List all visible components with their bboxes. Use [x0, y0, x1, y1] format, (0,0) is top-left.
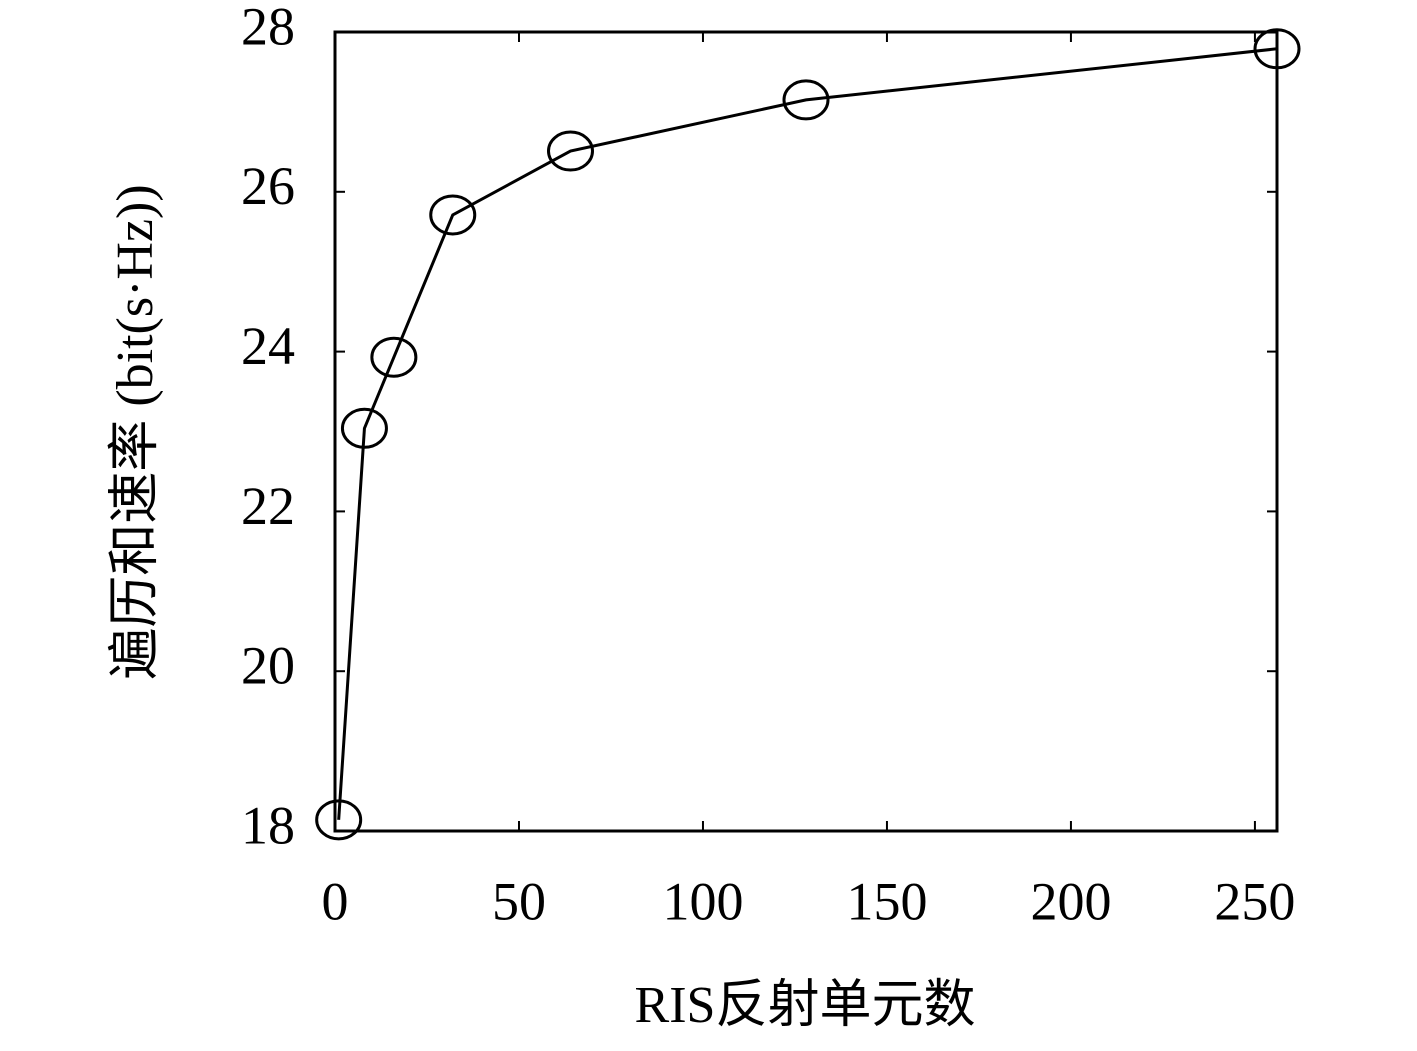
plot-frame: [333, 30, 1279, 833]
x-tick-label: 50: [492, 871, 546, 931]
x-axis-label: RIS反射单元数: [635, 977, 976, 1034]
marker: [1253, 28, 1301, 70]
x-tick-label: 200: [1030, 871, 1111, 931]
x-tick-label: 100: [662, 871, 743, 931]
y-tick-label: 28: [241, 0, 295, 56]
y-tick-label: 26: [241, 156, 295, 216]
y-tick-label: 20: [241, 636, 295, 696]
marker: [429, 194, 477, 236]
x-tick-label: 150: [846, 871, 927, 931]
marker: [782, 79, 830, 121]
y-tick-label: 24: [241, 316, 295, 376]
series-line: [337, 47, 1278, 820]
y-tick-label: 18: [241, 795, 295, 855]
marker: [340, 407, 388, 449]
x-tick-label: 250: [1214, 871, 1295, 931]
marker: [547, 130, 594, 172]
y-tick-label: 22: [241, 476, 295, 536]
marker: [315, 799, 363, 841]
x-tick-label: 0: [322, 871, 349, 931]
y-axis-label: 遍历和速率 (bit(s·Hz)): [107, 184, 164, 679]
marker: [370, 336, 418, 378]
